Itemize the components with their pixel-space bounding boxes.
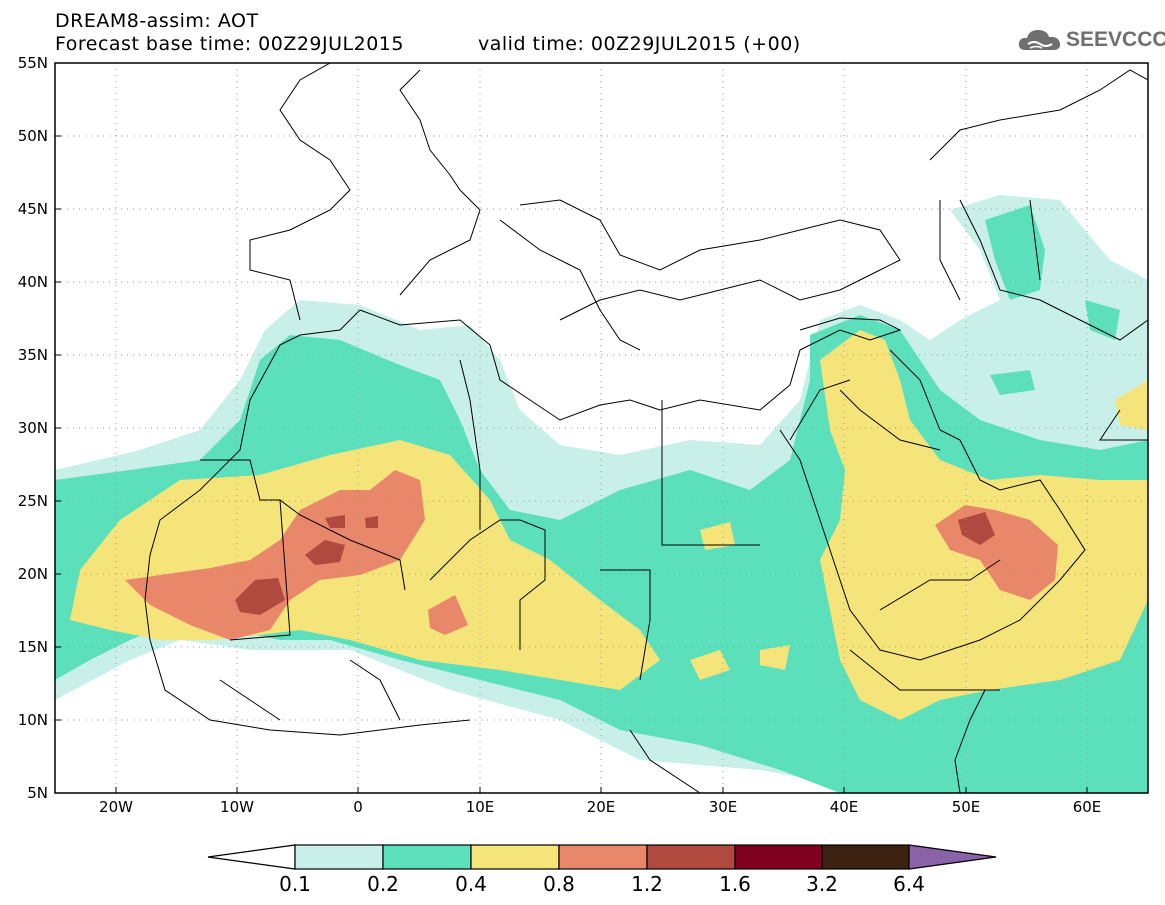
logo-text: SEEVCCC (1066, 28, 1165, 51)
aot-contour-1.2-b (305, 540, 345, 565)
lat-label: 35N (18, 346, 48, 364)
aot-contour-0.2-caspian (985, 205, 1045, 300)
lat-label: 45N (18, 200, 48, 218)
lat-label: 30N (18, 419, 48, 437)
colorbar-swatch (294, 844, 384, 870)
colorbar-swatch (382, 844, 472, 870)
lon-label: 40E (830, 798, 859, 816)
seevccc-logo: SEEVCCC (1016, 24, 1165, 56)
colorbar-label: 0.2 (367, 872, 399, 896)
lat-label: 50N (18, 127, 48, 145)
lat-labels: 5N 10N 15N 20N 25N 30N 35N 40N 45N 50N 5… (18, 54, 48, 802)
cloud-logo-icon (1018, 30, 1061, 50)
colorbar-swatch (646, 844, 736, 870)
lon-label: 50E (952, 798, 981, 816)
colorbar-label: 6.4 (893, 872, 925, 896)
aot-contour-0.8 (125, 470, 425, 640)
lat-label: 40N (18, 273, 48, 291)
aot-contour-0.2-iran (990, 300, 1120, 395)
colorbar-label: 1.2 (631, 872, 663, 896)
valid-time: valid time: 00Z29JUL2015 (+00) (478, 33, 801, 55)
aot-contour-0.8-mali (428, 595, 468, 635)
colorbar-label: 3.2 (806, 872, 838, 896)
aot-contour-0.4-iran-e (1115, 380, 1148, 430)
colorbar-swatch (558, 844, 648, 870)
aot-contour-1.2-d (958, 512, 995, 545)
map-grid (55, 63, 1148, 793)
lon-labels: 20W 10W 0 10E 20E 30E 40E 50E 60E (99, 798, 1101, 816)
lon-label: 0 (353, 798, 363, 816)
aot-contour-1.2-c (325, 515, 378, 528)
colorbar-label: 0.1 (279, 872, 311, 896)
lat-label: 55N (18, 54, 48, 72)
lon-label: 60E (1073, 798, 1102, 816)
colorbar-swatch (734, 844, 823, 870)
coastlines (144, 63, 1148, 793)
lon-label: 10E (466, 798, 495, 816)
lon-label: 20W (99, 798, 133, 816)
colorbar-swatch (821, 844, 910, 870)
lat-label: 5N (27, 784, 48, 802)
lat-label: 10N (18, 711, 48, 729)
colorbar (207, 844, 997, 870)
lat-label: 20N (18, 565, 48, 583)
colorbar-upper-triangle (908, 844, 997, 870)
forecast-base-time: Forecast base time: 00Z29JUL2015 (55, 33, 404, 55)
axis-ticks (55, 135, 1088, 793)
lon-label: 20E (587, 798, 616, 816)
aot-contour-0.4-sudan (690, 522, 790, 680)
colorbar-label: 0.4 (455, 872, 487, 896)
colorbar-label: 0.8 (543, 872, 575, 896)
lat-label: 25N (18, 492, 48, 510)
colorbar-label: 1.6 (719, 872, 751, 896)
lon-label: 30E (709, 798, 738, 816)
colorbar-swatch (470, 844, 560, 870)
lat-label: 15N (18, 638, 48, 656)
colorbar-lower-triangle (207, 844, 296, 870)
lon-label: 10W (220, 798, 254, 816)
map-title: DREAM8-assim: AOT (55, 10, 259, 32)
aot-contour-1.2 (235, 578, 285, 615)
